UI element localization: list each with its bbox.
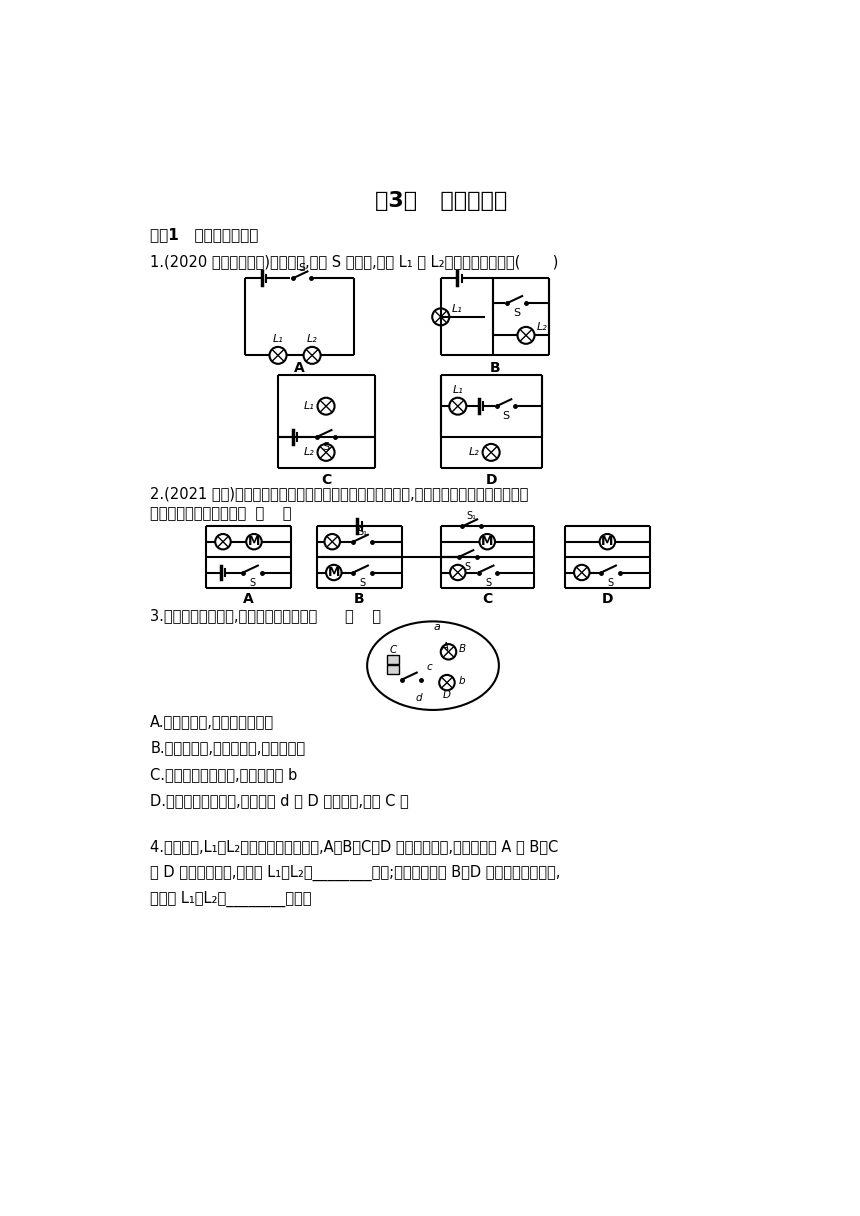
Text: 4.如图所示,L₁、L₂是两个相同的小灯泡,A、B、C、D 是四个接线柱,若用导线将 A 与 B、C: 4.如图所示,L₁、L₂是两个相同的小灯泡,A、B、C、D 是四个接线柱,若用导… — [150, 839, 558, 854]
Text: L₁: L₁ — [452, 304, 463, 314]
Text: 题组1   识别串联和并联: 题组1 识别串联和并联 — [150, 227, 259, 242]
Text: S: S — [502, 411, 509, 421]
Text: S: S — [513, 308, 520, 319]
Text: d: d — [415, 693, 422, 703]
Text: B: B — [354, 592, 365, 607]
Text: A: A — [243, 592, 254, 607]
Bar — [386, 655, 399, 664]
Text: A.开关闭合后,电路将发生短路: A.开关闭合后,电路将发生短路 — [150, 714, 274, 730]
Text: c: c — [427, 663, 432, 672]
Text: D.要想使两灯泡并联,可将导线 d 的 D 接点拆下,接到 C 点: D.要想使两灯泡并联,可将导线 d 的 D 接点拆下,接到 C 点 — [150, 793, 408, 807]
Text: 都能独立工作的设计图是  （    ）: 都能独立工作的设计图是 （ ） — [150, 507, 292, 522]
Text: S: S — [322, 441, 329, 452]
Text: S₁: S₁ — [467, 511, 476, 520]
Text: L₁: L₁ — [273, 334, 284, 344]
Text: S: S — [485, 578, 491, 587]
Text: S₁: S₁ — [358, 527, 367, 536]
Text: 与 D 分别连接起来,则灯泡 L₁、L₂是________联的;若用导线只将 B、D 两接线柱连接起来,: 与 D 分别连接起来,则灯泡 L₁、L₂是________联的;若用导线只将 B… — [150, 865, 561, 880]
Text: M: M — [481, 535, 494, 548]
Text: S: S — [607, 578, 613, 587]
Text: M: M — [601, 535, 613, 548]
Text: C.要想使两灯泡串联,可去掉导线 b: C.要想使两灯泡串联,可去掉导线 b — [150, 767, 298, 782]
Text: S: S — [249, 578, 255, 587]
Text: 2.(2021 长沙)玩具警车的简化电路主要由电动机和灯泡组成,图中电路安全且电动机和灯泡: 2.(2021 长沙)玩具警车的简化电路主要由电动机和灯泡组成,图中电路安全且电… — [150, 486, 529, 501]
Text: B.开关闭合后,两灯泡并联,且都能发光: B.开关闭合后,两灯泡并联,且都能发光 — [150, 741, 305, 755]
Text: M: M — [328, 565, 340, 579]
Text: S: S — [359, 578, 365, 587]
Text: B: B — [489, 361, 501, 375]
Bar — [386, 665, 399, 674]
Text: B: B — [458, 643, 466, 654]
Text: b: b — [458, 676, 465, 686]
Text: A: A — [294, 361, 305, 375]
Text: 3.如图所示的电路中,下列说法不正确的是      （    ）: 3.如图所示的电路中,下列说法不正确的是 （ ） — [150, 608, 381, 623]
Text: L₂: L₂ — [304, 447, 315, 457]
Text: D: D — [485, 473, 497, 488]
Text: L₂: L₂ — [537, 322, 548, 332]
Text: M: M — [248, 535, 261, 548]
Text: C: C — [389, 646, 396, 655]
Text: L₁: L₁ — [452, 384, 464, 395]
Text: L₂: L₂ — [307, 334, 317, 344]
Text: 则灯泡 L₁、L₂是________联的。: 则灯泡 L₁、L₂是________联的。 — [150, 891, 311, 907]
Text: L₁: L₁ — [304, 401, 315, 411]
Text: D: D — [443, 689, 451, 700]
Text: C: C — [322, 473, 332, 488]
Text: D: D — [602, 592, 613, 607]
Text: L₂: L₂ — [469, 447, 480, 457]
Text: A: A — [441, 642, 449, 652]
Text: 第3节   串联和并联: 第3节 串联和并联 — [375, 191, 507, 212]
Text: 1.(2020 呼伦贝尔改编)如图所示,开关 S 闭合时,灯泡 L₁ 与 L₂组成串联电路的是(       ): 1.(2020 呼伦贝尔改编)如图所示,开关 S 闭合时,灯泡 L₁ 与 L₂组… — [150, 254, 558, 269]
Text: S: S — [298, 264, 305, 274]
Text: S: S — [464, 562, 471, 572]
Text: a: a — [433, 623, 440, 632]
Text: C: C — [482, 592, 493, 607]
